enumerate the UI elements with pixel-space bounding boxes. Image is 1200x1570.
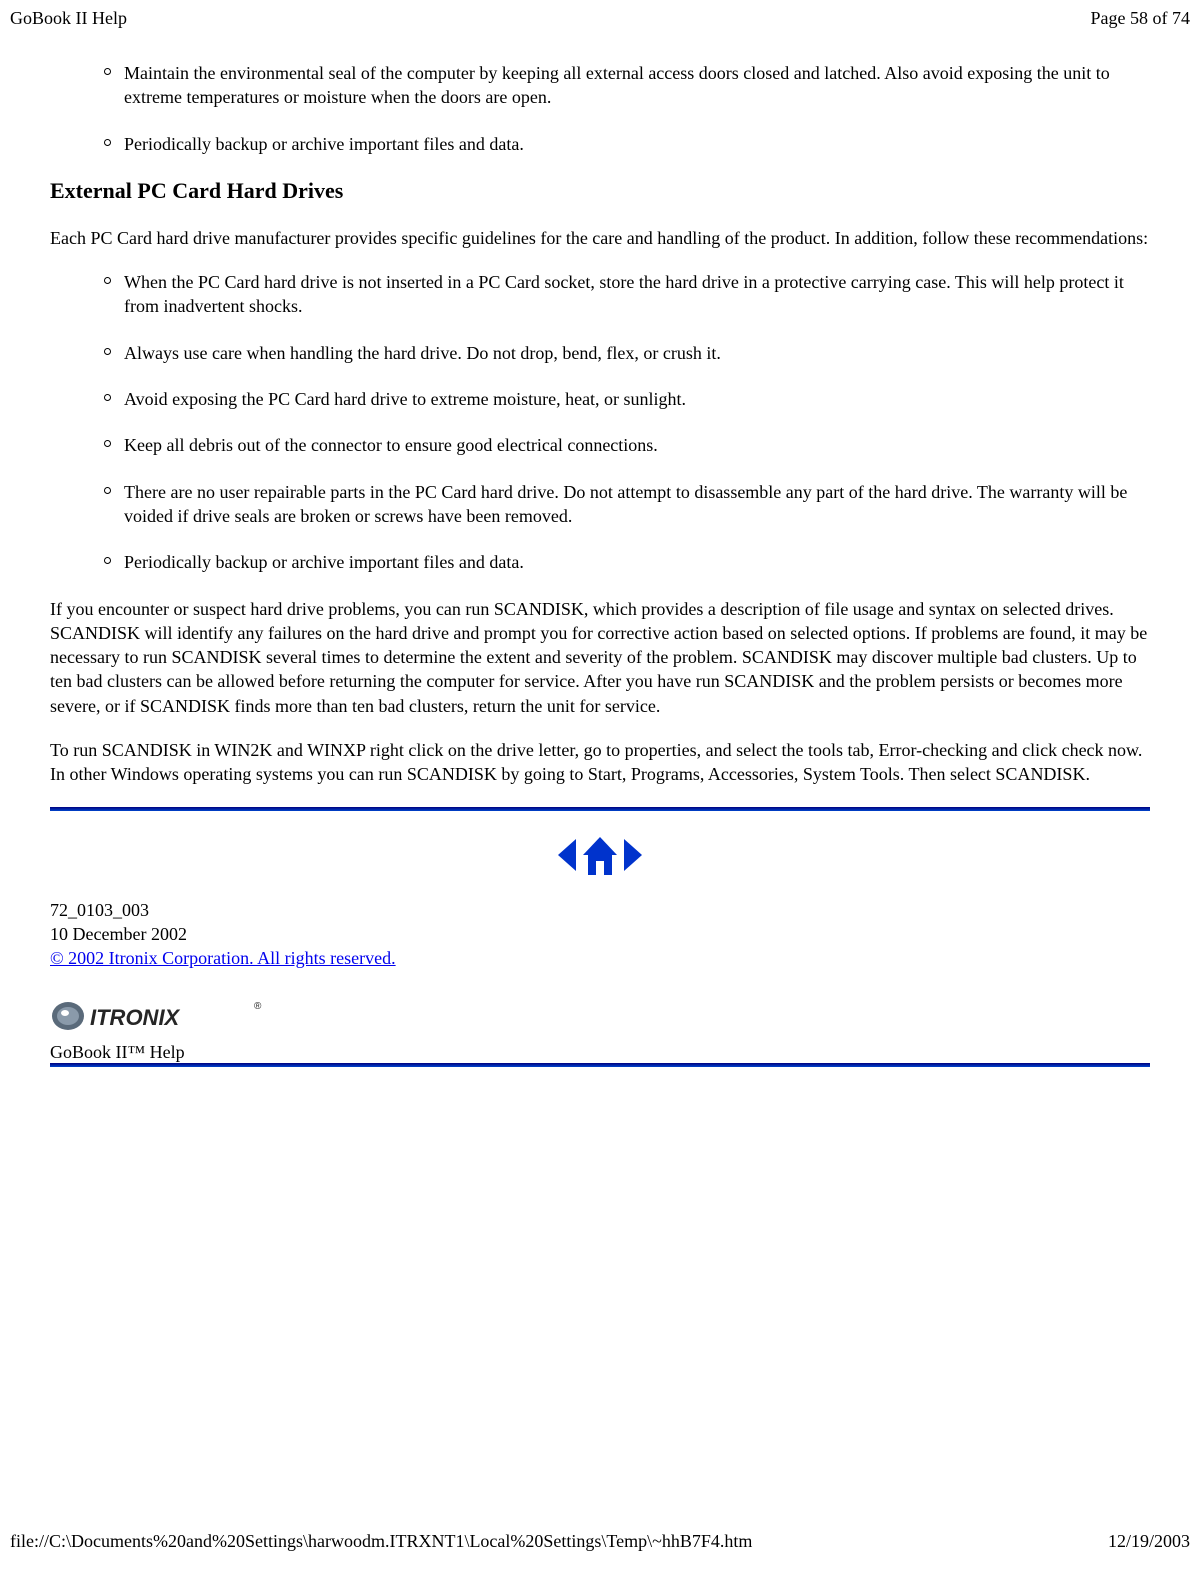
list-item: There are no user repairable parts in th… xyxy=(104,480,1150,529)
copyright-link[interactable]: © 2002 Itronix Corporation. All rights r… xyxy=(50,948,396,968)
paragraph: To run SCANDISK in WIN2K and WINXP right… xyxy=(50,738,1150,787)
bullet-icon xyxy=(104,557,111,564)
header-left: GoBook II Help xyxy=(10,8,127,29)
list-item: Keep all debris out of the connector to … xyxy=(104,433,1150,457)
list-text: There are no user repairable parts in th… xyxy=(124,480,1150,529)
list-text: Maintain the environmental seal of the c… xyxy=(124,61,1150,110)
list-item: When the PC Card hard drive is not inser… xyxy=(104,270,1150,319)
bullet-icon xyxy=(104,440,111,447)
footer-path: file://C:\Documents%20and%20Settings\har… xyxy=(10,1531,752,1552)
list-item: Maintain the environmental seal of the c… xyxy=(104,61,1150,110)
section-intro: Each PC Card hard drive manufacturer pro… xyxy=(50,226,1150,250)
list-item: Always use care when handling the hard d… xyxy=(104,341,1150,365)
svg-text:®: ® xyxy=(254,1001,262,1012)
list-text: Keep all debris out of the connector to … xyxy=(124,433,1150,457)
itronix-logo: ITRONIX ® xyxy=(50,995,270,1037)
bullet-icon xyxy=(104,68,111,75)
list-text: Periodically backup or archive important… xyxy=(124,132,1150,156)
nav-icons[interactable] xyxy=(550,829,650,881)
footer-date: 12/19/2003 xyxy=(1108,1531,1190,1552)
help-label: GoBook II™ Help xyxy=(50,1042,185,1062)
svg-text:ITRONIX: ITRONIX xyxy=(90,1005,181,1030)
home-icon xyxy=(583,837,617,875)
list-text: Periodically backup or archive important… xyxy=(124,550,1150,574)
list-text: Always use care when handling the hard d… xyxy=(124,341,1150,365)
list-text: Avoid exposing the PC Card hard drive to… xyxy=(124,387,1150,411)
doc-id: 72_0103_003 xyxy=(50,898,1150,922)
paragraph: If you encounter or suspect hard drive p… xyxy=(50,597,1150,718)
header-right: Page 58 of 74 xyxy=(1091,8,1190,29)
bullet-icon xyxy=(104,487,111,494)
list-item: Periodically backup or archive important… xyxy=(104,132,1150,156)
list-item: Periodically backup or archive important… xyxy=(104,550,1150,574)
bullet-icon xyxy=(104,139,111,146)
list-item: Avoid exposing the PC Card hard drive to… xyxy=(104,387,1150,411)
prev-arrow-icon xyxy=(558,839,576,871)
nav-bar xyxy=(50,829,1150,886)
bullet-icon xyxy=(104,348,111,355)
next-arrow-icon xyxy=(624,839,642,871)
bullet-icon xyxy=(104,394,111,401)
bullet-icon xyxy=(104,277,111,284)
list-text: When the PC Card hard drive is not inser… xyxy=(124,270,1150,319)
section-heading: External PC Card Hard Drives xyxy=(50,178,1150,204)
doc-date: 10 December 2002 xyxy=(50,922,1150,946)
divider xyxy=(50,1063,1150,1067)
divider xyxy=(50,807,1150,811)
